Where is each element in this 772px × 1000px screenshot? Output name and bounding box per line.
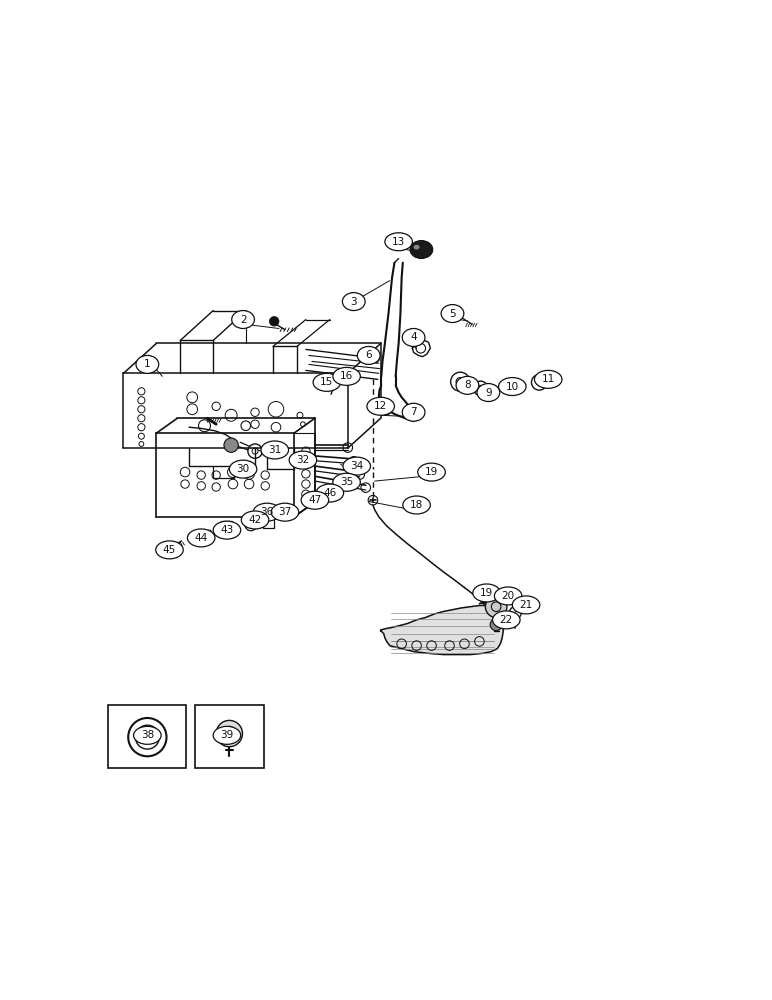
Ellipse shape: [343, 293, 365, 311]
Ellipse shape: [418, 463, 445, 481]
Ellipse shape: [494, 587, 522, 605]
Bar: [262, 513, 273, 528]
Text: 8: 8: [464, 380, 471, 390]
Text: 2: 2: [240, 315, 246, 325]
Ellipse shape: [493, 611, 520, 629]
Text: 39: 39: [220, 730, 234, 740]
Ellipse shape: [301, 491, 329, 509]
Circle shape: [141, 731, 154, 743]
Circle shape: [486, 596, 507, 617]
Circle shape: [269, 317, 279, 326]
Text: 10: 10: [506, 382, 519, 392]
Text: 46: 46: [323, 488, 337, 498]
Ellipse shape: [472, 584, 500, 602]
Ellipse shape: [534, 370, 562, 388]
Ellipse shape: [134, 726, 161, 744]
Circle shape: [481, 597, 488, 604]
Ellipse shape: [385, 233, 412, 251]
Ellipse shape: [357, 346, 380, 364]
Ellipse shape: [242, 511, 269, 529]
Text: 34: 34: [350, 461, 364, 471]
Text: 22: 22: [499, 615, 513, 625]
Ellipse shape: [271, 503, 299, 521]
Ellipse shape: [410, 241, 433, 259]
Ellipse shape: [403, 496, 430, 514]
Text: 36: 36: [260, 507, 273, 517]
Ellipse shape: [188, 529, 215, 547]
Bar: [195, 705, 264, 768]
Ellipse shape: [261, 441, 289, 459]
Ellipse shape: [513, 596, 540, 614]
Text: 37: 37: [279, 507, 292, 517]
Ellipse shape: [313, 373, 340, 391]
Text: 43: 43: [220, 525, 234, 535]
Circle shape: [216, 720, 242, 747]
Text: 20: 20: [502, 591, 515, 601]
Ellipse shape: [499, 378, 526, 396]
Ellipse shape: [402, 329, 425, 346]
Text: 19: 19: [425, 467, 438, 477]
Ellipse shape: [333, 367, 361, 385]
Circle shape: [224, 438, 239, 452]
Text: 19: 19: [480, 588, 493, 598]
Text: 18: 18: [410, 500, 423, 510]
Text: 35: 35: [340, 477, 354, 487]
Ellipse shape: [456, 376, 479, 394]
Text: 31: 31: [268, 445, 282, 455]
Text: 6: 6: [365, 350, 372, 360]
Bar: [221, 521, 232, 533]
Text: 11: 11: [542, 374, 555, 384]
Text: 12: 12: [374, 401, 388, 411]
Ellipse shape: [229, 460, 257, 478]
Bar: [108, 705, 186, 768]
Ellipse shape: [367, 397, 394, 415]
Ellipse shape: [136, 355, 159, 373]
Text: 9: 9: [485, 388, 492, 398]
Text: 1: 1: [144, 359, 151, 369]
Text: 5: 5: [449, 309, 455, 319]
Text: 21: 21: [520, 600, 533, 610]
Text: 15: 15: [320, 377, 334, 387]
Text: 47: 47: [308, 495, 321, 505]
Text: 38: 38: [141, 730, 154, 740]
Text: 3: 3: [350, 297, 357, 307]
Text: 45: 45: [163, 545, 176, 555]
Ellipse shape: [290, 451, 317, 469]
Circle shape: [490, 619, 502, 631]
Text: 16: 16: [340, 371, 354, 381]
Text: 13: 13: [392, 237, 405, 247]
Ellipse shape: [343, 457, 371, 475]
Ellipse shape: [232, 311, 255, 329]
Text: 42: 42: [249, 515, 262, 525]
Ellipse shape: [213, 521, 241, 539]
Ellipse shape: [441, 305, 464, 323]
Ellipse shape: [414, 245, 420, 250]
Ellipse shape: [316, 484, 344, 502]
Ellipse shape: [253, 503, 281, 521]
Text: 44: 44: [195, 533, 208, 543]
Ellipse shape: [156, 541, 183, 559]
Ellipse shape: [333, 473, 361, 491]
Text: 30: 30: [236, 464, 249, 474]
Ellipse shape: [477, 384, 499, 401]
Ellipse shape: [402, 403, 425, 421]
Text: 32: 32: [296, 455, 310, 465]
Polygon shape: [381, 606, 503, 655]
Text: 4: 4: [410, 332, 417, 342]
Text: 7: 7: [410, 407, 417, 417]
Ellipse shape: [213, 726, 241, 744]
